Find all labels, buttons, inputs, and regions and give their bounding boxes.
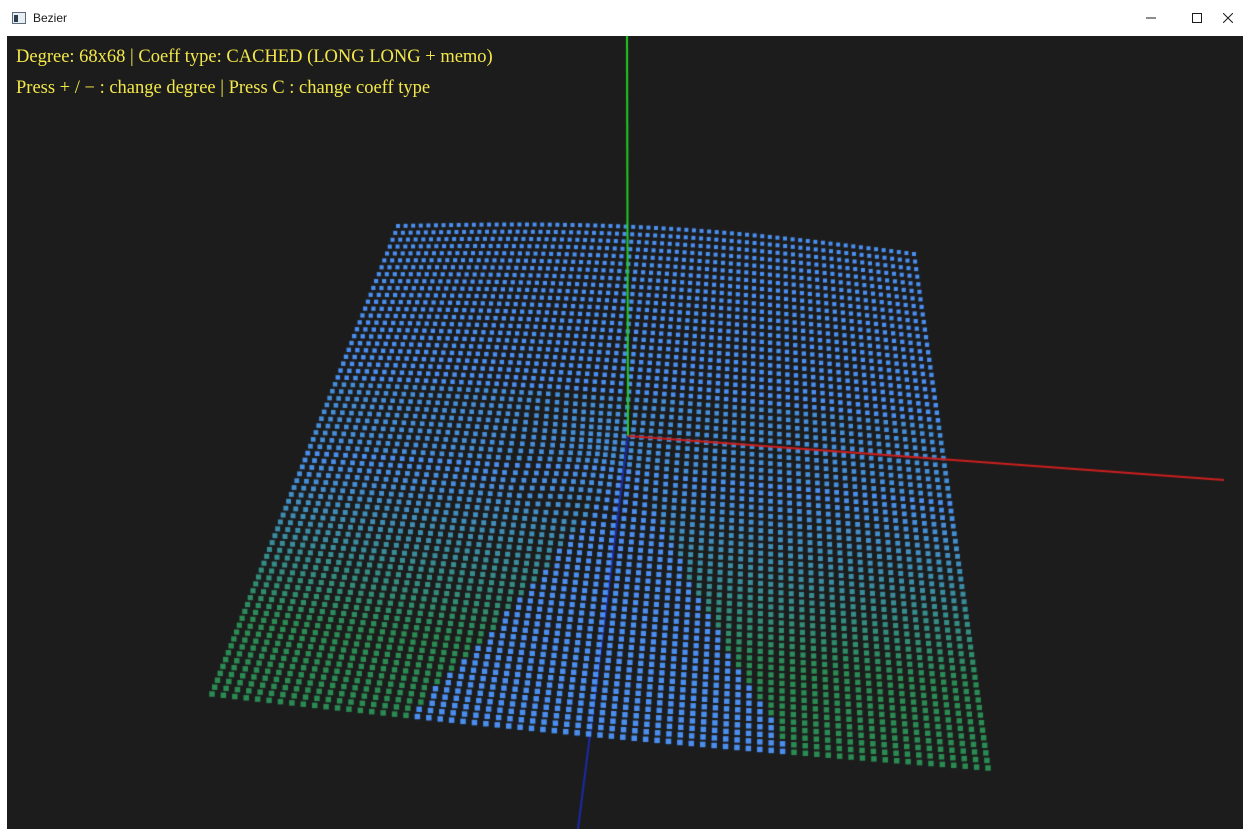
bezier-surface-canvas[interactable]: [7, 36, 1243, 829]
maximize-icon: [1192, 13, 1202, 23]
title-bar[interactable]: Bezier: [0, 0, 1243, 36]
window-title: Bezier: [33, 11, 68, 25]
maximize-button[interactable]: [1174, 0, 1220, 36]
app-window-icon: [12, 12, 26, 24]
hud-status-text: Degree: 68x68 | Coeff type: CACHED (LONG…: [16, 47, 493, 67]
minimize-icon: [1146, 17, 1156, 19]
close-button[interactable]: [1212, 0, 1243, 36]
minimize-button[interactable]: [1128, 0, 1174, 36]
hud-help-text: Press + / − : change degree | Press C : …: [16, 78, 431, 98]
close-icon: [1222, 13, 1233, 23]
render-viewport[interactable]: Degree: 68x68 | Coeff type: CACHED (LONG…: [7, 36, 1243, 829]
